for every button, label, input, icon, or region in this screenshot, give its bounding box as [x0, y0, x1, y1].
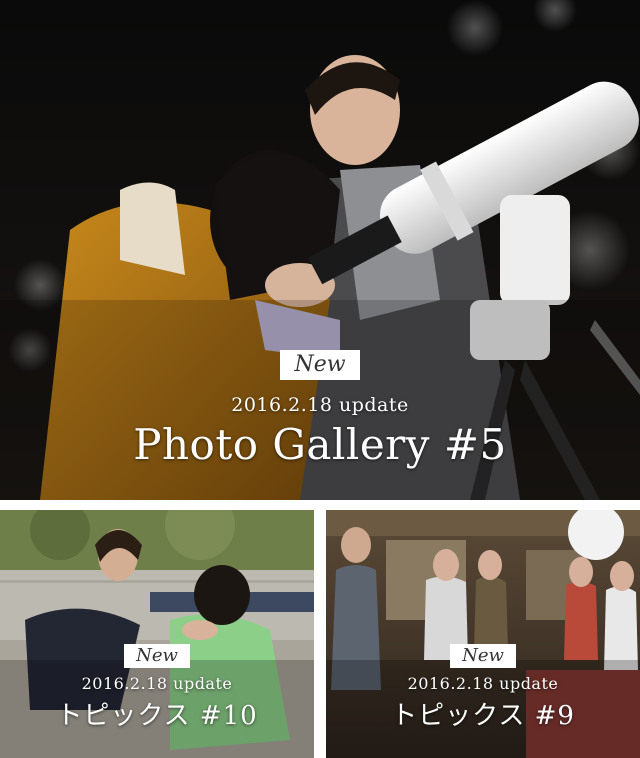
topics-10-photo [0, 510, 314, 758]
update-date: 2016.2.18 update [407, 674, 559, 693]
topics-9-photo [326, 510, 640, 758]
new-badge: New [280, 350, 360, 380]
gallery-title: Photo Gallery #5 [133, 420, 507, 469]
new-badge: New [124, 644, 190, 668]
topics-9-title: トピックス #9 [391, 701, 575, 731]
topics-10-title: トピックス #10 [56, 701, 258, 731]
gallery-caption: New 2016.2.18 update Photo Gallery #5 [0, 350, 640, 469]
update-date: 2016.2.18 update [231, 394, 409, 416]
photo-gallery-card[interactable]: New 2016.2.18 update Photo Gallery #5 [0, 0, 640, 500]
topics-10-card[interactable]: New 2016.2.18 update トピックス #10 [0, 510, 314, 758]
topics-10-caption: New 2016.2.18 update トピックス #10 [0, 644, 314, 732]
topics-9-card[interactable]: New 2016.2.18 update トピックス #9 [326, 510, 640, 758]
new-badge: New [450, 644, 516, 668]
update-date: 2016.2.18 update [81, 674, 233, 693]
gallery-photo [0, 0, 640, 500]
topics-9-caption: New 2016.2.18 update トピックス #9 [326, 644, 640, 732]
